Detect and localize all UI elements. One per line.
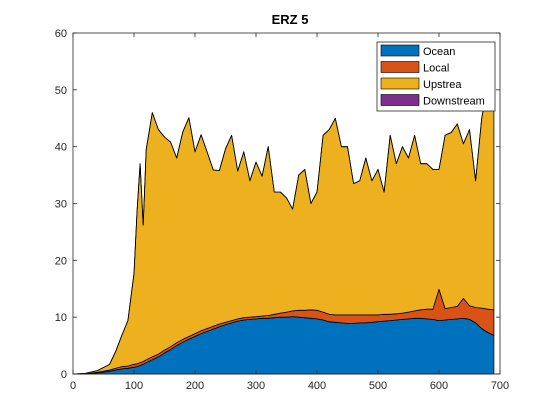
- legend-swatch-1: [380, 61, 420, 73]
- legend: Ocean Local Upstrea Downstream: [376, 41, 496, 112]
- x-tick-label: 700: [491, 380, 509, 392]
- x-tick-label: 600: [430, 380, 448, 392]
- x-tick-label: 500: [369, 380, 387, 392]
- legend-label-3: Downstream: [423, 96, 485, 108]
- x-tick-label: 200: [186, 380, 204, 392]
- x-tick-label: 100: [125, 380, 143, 392]
- area-layer: [72, 83, 495, 375]
- y-tick-label: 40: [55, 142, 67, 154]
- x-tick-label: 0: [70, 380, 76, 392]
- chart-title: ERZ 5: [272, 12, 309, 27]
- y-tick-label: 60: [55, 28, 67, 40]
- y-tick-label: 0: [61, 369, 67, 381]
- y-tick-label: 30: [55, 199, 67, 211]
- axes: 0 100 200 300 400 500 600 700 0 10 20 30 40 50 60: [55, 28, 509, 392]
- legend-label-0: Ocean: [423, 46, 455, 58]
- x-tick-label: 300: [247, 380, 265, 392]
- legend-label-2: Upstrea: [423, 79, 462, 91]
- legend-swatch-0: [380, 44, 420, 57]
- x-tick-label: 400: [308, 380, 326, 392]
- legend-swatch-3: [380, 94, 420, 106]
- y-tick-label: 50: [55, 85, 67, 97]
- legend-swatch-2: [380, 77, 420, 90]
- y-tick-label: 10: [55, 312, 67, 324]
- y-tick-label: 20: [55, 255, 67, 267]
- legend-label-1: Local: [423, 63, 449, 75]
